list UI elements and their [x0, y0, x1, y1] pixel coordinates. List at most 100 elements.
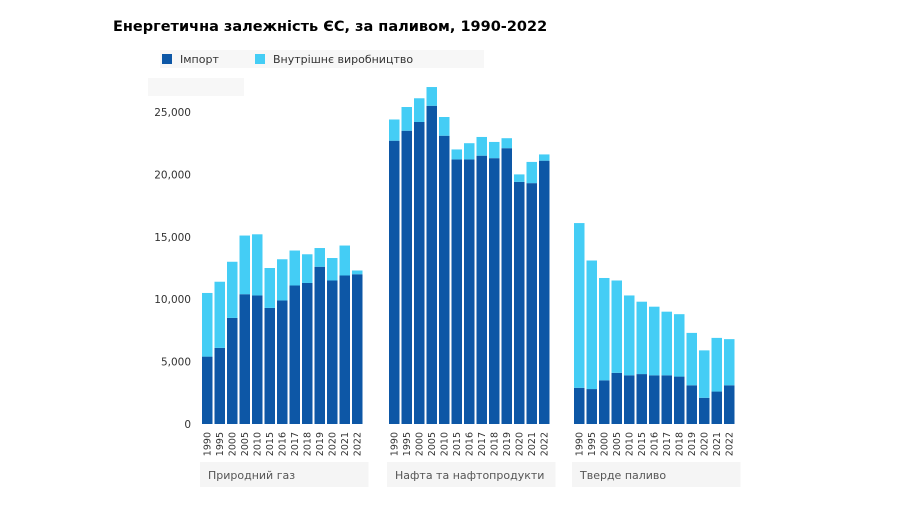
bar-domestic [289, 250, 300, 286]
x-tick-label: 2000 [599, 432, 610, 456]
legend-label-domestic: Внутрішнє виробництво [273, 53, 414, 66]
bar-domestic [599, 277, 610, 381]
x-tick-label: 2019 [687, 432, 698, 456]
bar-domestic [649, 306, 660, 376]
bar-import [586, 389, 597, 424]
bar-import [686, 385, 697, 424]
y-tick-label: 20,000 [154, 169, 191, 181]
bar-import [451, 159, 462, 424]
bar-domestic [277, 259, 288, 301]
bar-import [476, 155, 487, 424]
bar-domestic [439, 116, 450, 136]
x-tick-label: 2018 [489, 432, 500, 456]
y-tick-label: 5,000 [161, 357, 191, 369]
x-tick-label: 2000 [227, 432, 238, 456]
x-tick-label: 1995 [587, 432, 598, 456]
bar-domestic [327, 258, 338, 281]
bar-domestic [686, 332, 697, 386]
bar-import [661, 375, 672, 424]
bar-import [289, 285, 300, 424]
x-tick-label: 2015 [637, 432, 648, 456]
bar-import [401, 130, 412, 424]
bar-domestic [574, 223, 585, 388]
x-tick-label: 2019 [315, 432, 326, 456]
x-tick-label: 2016 [464, 432, 475, 456]
bar-domestic [214, 281, 225, 348]
x-tick-label: 2005 [240, 432, 251, 456]
bar-import [414, 121, 425, 424]
bar-import [264, 307, 275, 424]
x-tick-label: 1990 [574, 432, 585, 456]
bar-domestic [489, 141, 500, 159]
bar-import [724, 385, 735, 424]
bar-domestic [624, 295, 635, 376]
bar-import [489, 158, 500, 424]
bar-import [277, 300, 288, 424]
legend-swatch-domestic [255, 54, 265, 64]
x-tick-label: 2018 [674, 432, 685, 456]
x-tick-label: 1990 [389, 432, 400, 456]
y-tick-label: 25,000 [154, 107, 191, 119]
bar-domestic [339, 245, 350, 276]
bar-import [649, 375, 660, 424]
bar-import [574, 387, 585, 424]
legend: Імпорт Внутрішнє виробництво [160, 50, 484, 68]
bar-import [501, 148, 512, 424]
x-tick-label: 2015 [452, 432, 463, 456]
bar-domestic [636, 301, 647, 375]
bar-import [674, 376, 685, 424]
bar-domestic [464, 143, 475, 160]
legend-placeholder [148, 78, 244, 96]
bar-domestic [451, 149, 462, 160]
group-label: Природний газ [208, 469, 295, 482]
bar-import [439, 135, 450, 424]
bar-domestic [302, 254, 313, 283]
x-tick-label: 2022 [539, 432, 550, 456]
bar-domestic [426, 87, 437, 106]
bar-import [389, 140, 400, 425]
bar-domestic [514, 174, 525, 182]
bar-import [327, 280, 338, 424]
group-label-bg [387, 462, 556, 487]
bar-import [514, 181, 525, 424]
x-tick-label: 2021 [340, 432, 351, 456]
bar-domestic [264, 268, 275, 308]
x-tick-label: 2015 [265, 432, 276, 456]
legend-item-domestic[interactable]: Внутрішнє виробництво [255, 53, 413, 66]
y-tick-label: 10,000 [154, 294, 191, 306]
legend-item-import[interactable]: Імпорт [162, 53, 219, 66]
bar-domestic [711, 337, 722, 392]
bar-domestic [476, 136, 487, 156]
bar-domestic [501, 138, 512, 149]
x-tick-label: 2020 [514, 432, 525, 456]
x-tick-label: 2017 [290, 432, 301, 456]
x-tick-label: 2021 [712, 432, 723, 456]
group-label: Нафта та нафтопродукти [395, 469, 544, 482]
bar-domestic [252, 234, 263, 296]
bar-import [711, 391, 722, 424]
x-tick-label: 1995 [215, 432, 226, 456]
x-tick-label: 2020 [699, 432, 710, 456]
bar-import [526, 183, 537, 424]
bar-domestic [526, 161, 537, 184]
x-tick-label: 2016 [277, 432, 288, 456]
bar-domestic [724, 339, 735, 386]
chart-title: Енергетична залежність ЄС, за паливом, 1… [113, 19, 548, 35]
bar-import [202, 356, 213, 424]
y-tick-label: 0 [184, 419, 191, 431]
bar-import [352, 274, 363, 424]
bar-domestic [661, 311, 672, 376]
bar-import [624, 375, 635, 424]
legend-label-import: Імпорт [180, 53, 219, 66]
y-tick-label: 15,000 [154, 232, 191, 244]
bar-import [611, 372, 622, 424]
bar-domestic [239, 235, 250, 295]
x-tick-label: 2000 [414, 432, 425, 456]
group-label-bg [200, 462, 369, 487]
bar-domestic [611, 280, 622, 373]
bar-import [464, 159, 475, 424]
x-tick-label: 2010 [252, 432, 263, 456]
x-tick-label: 2005 [612, 432, 623, 456]
x-tick-label: 2016 [649, 432, 660, 456]
